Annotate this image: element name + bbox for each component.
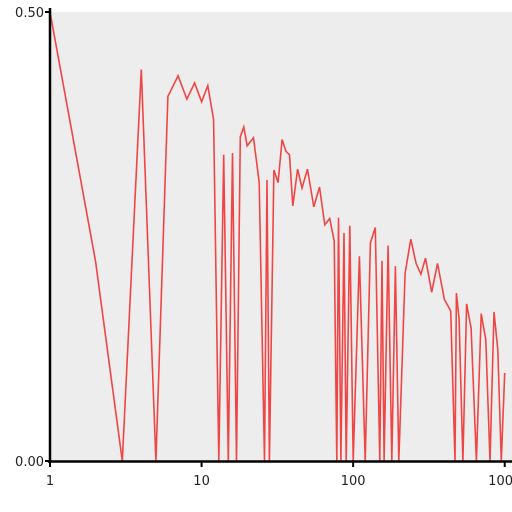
x-tick-label: 10	[193, 474, 210, 489]
x-tick-label: 1	[46, 474, 54, 489]
series-layer	[49, 11, 506, 462]
y-tick-label: 0.50	[15, 6, 44, 21]
series-line-0	[49, 11, 506, 462]
plot-background	[50, 12, 512, 461]
x-tick-label: 100	[341, 474, 366, 489]
y-tick-label: 0.00	[15, 455, 44, 470]
